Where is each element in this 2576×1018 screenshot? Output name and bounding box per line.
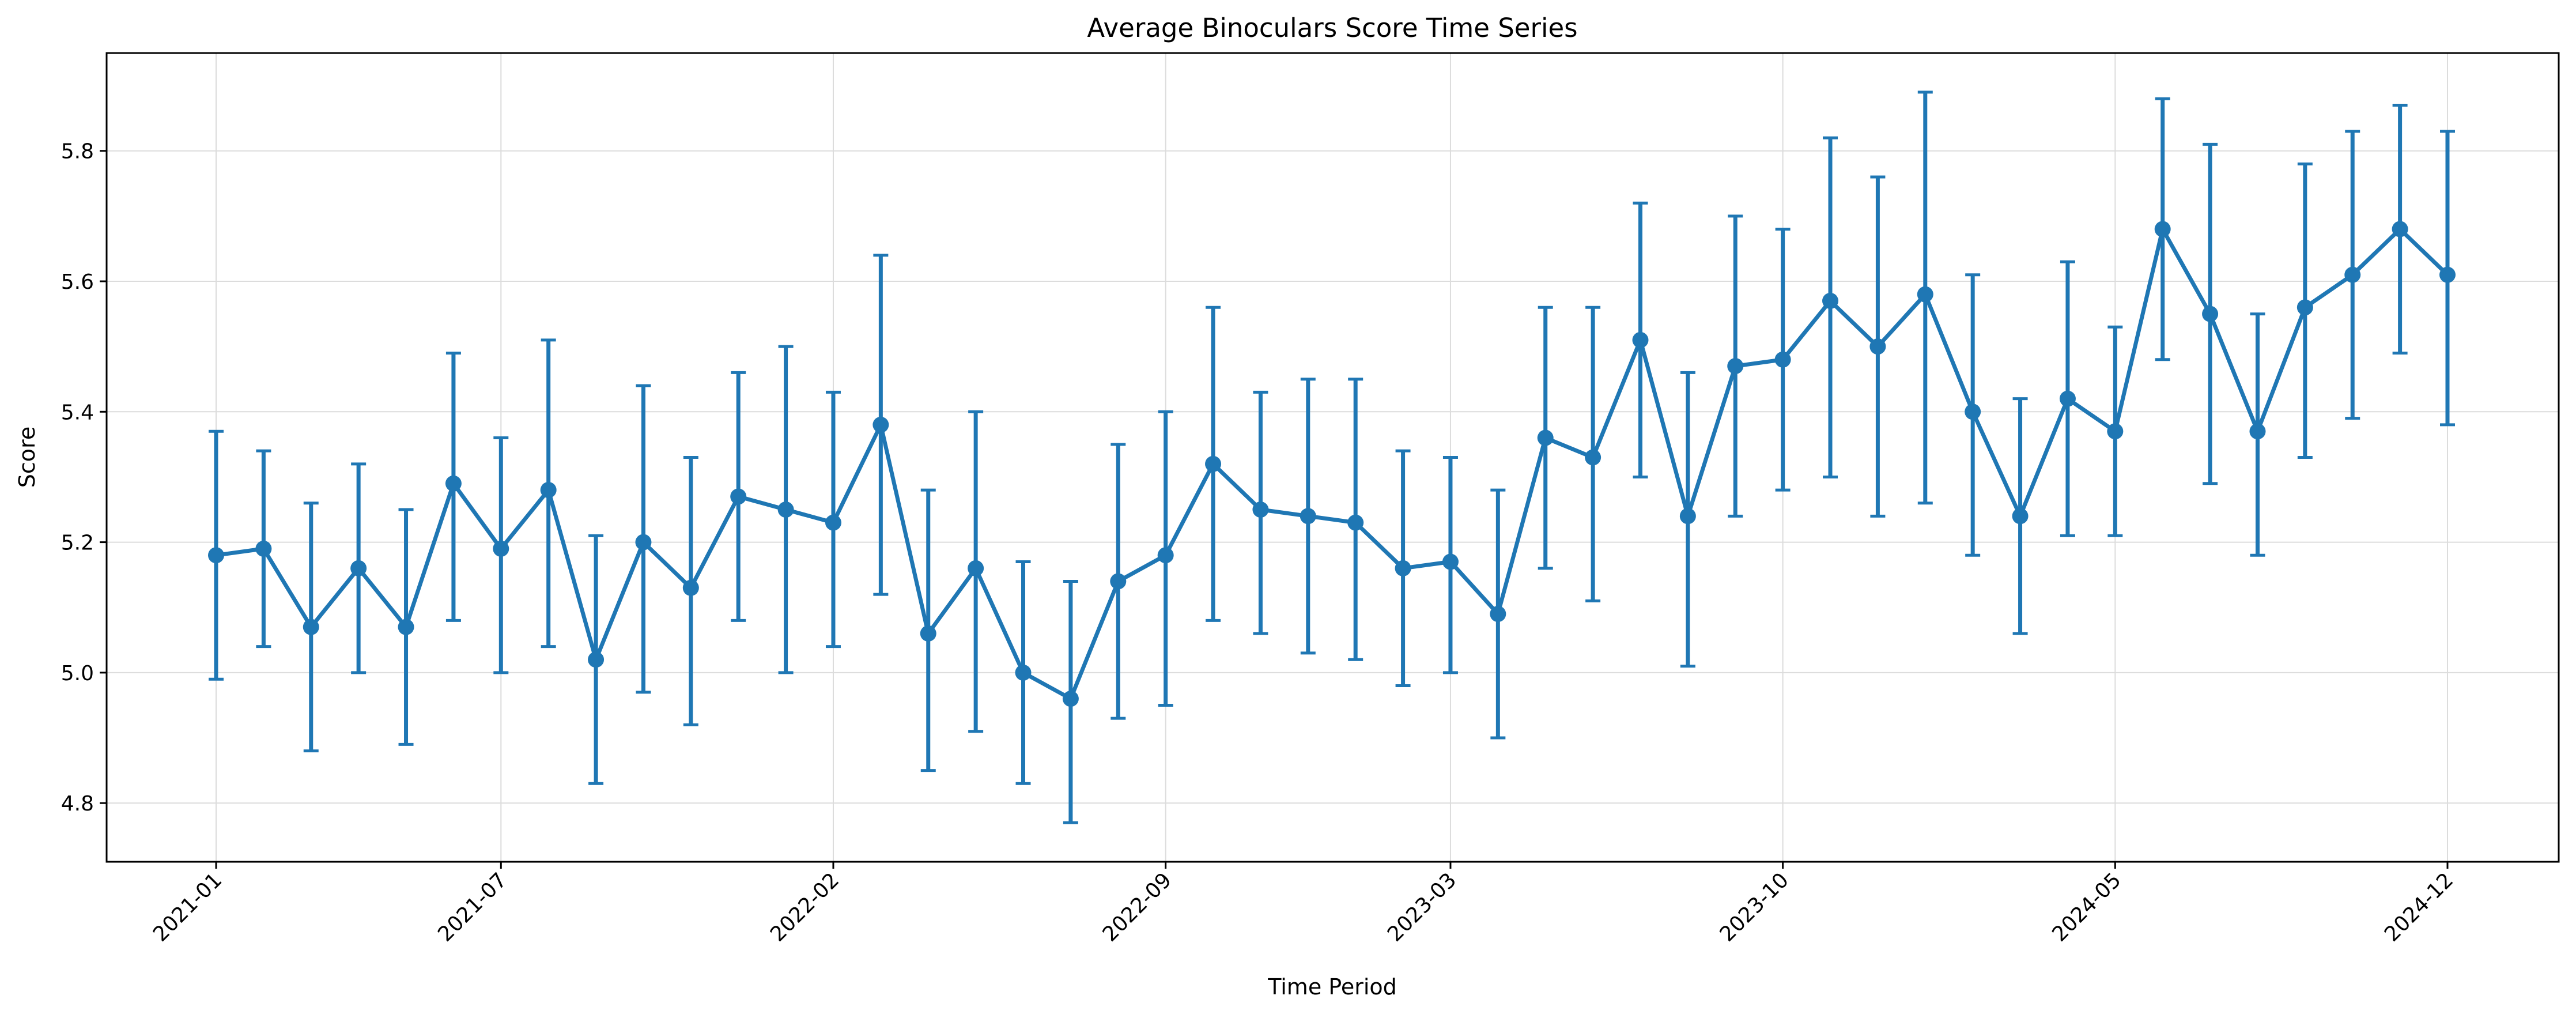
y-tick-label: 5.6	[61, 270, 94, 294]
y-tick-label: 5.0	[61, 662, 94, 685]
data-point	[445, 475, 462, 492]
data-point	[777, 502, 794, 518]
data-points	[208, 221, 2456, 707]
data-point	[255, 540, 272, 557]
data-point	[2154, 221, 2171, 237]
data-point	[1347, 514, 1364, 531]
data-point	[540, 482, 557, 499]
plot-frame	[105, 52, 2560, 863]
data-point	[730, 488, 747, 505]
data-point	[1537, 429, 1554, 446]
data-point	[1727, 358, 1744, 375]
data-point	[1015, 664, 1032, 681]
data-point	[968, 560, 984, 576]
data-point	[1917, 286, 1933, 303]
y-tick-label: 5.8	[61, 140, 94, 164]
data-point	[1395, 560, 1411, 576]
data-point	[1869, 338, 1886, 355]
y-tick-label: 4.8	[61, 792, 94, 816]
data-point	[872, 416, 889, 433]
series-line	[216, 227, 2449, 701]
data-point	[1205, 455, 1222, 472]
data-point	[1442, 553, 1459, 570]
data-point	[635, 534, 652, 551]
data-point	[350, 560, 367, 576]
y-tick-label: 5.2	[61, 531, 94, 555]
data-point	[1062, 691, 1079, 707]
data-point	[2107, 423, 2124, 440]
y-axis-label: Score	[14, 427, 40, 488]
data-point	[208, 547, 224, 564]
data-point	[1965, 404, 1981, 420]
data-point	[920, 625, 936, 642]
data-point	[2439, 266, 2456, 283]
data-point	[2297, 299, 2313, 316]
x-axis-label: Time Period	[1267, 974, 1397, 1000]
data-point	[1252, 502, 1269, 518]
data-point	[1110, 573, 1127, 590]
data-point	[2392, 221, 2408, 237]
data-point	[1585, 449, 1601, 466]
data-point	[493, 540, 509, 557]
data-point	[1822, 292, 1839, 309]
data-point	[588, 651, 605, 668]
data-point	[825, 514, 841, 531]
data-point	[2012, 508, 2029, 525]
data-point	[1632, 331, 1649, 348]
data-point	[1774, 351, 1791, 368]
data-point	[303, 619, 319, 635]
data-point	[1679, 508, 1696, 525]
data-point	[2249, 423, 2266, 440]
data-point	[1157, 547, 1174, 564]
data-point	[682, 579, 699, 596]
data-point	[2344, 266, 2361, 283]
y-tick-label: 5.4	[61, 401, 94, 424]
data-point	[398, 619, 414, 635]
chart-title: Average Binoculars Score Time Series	[1087, 13, 1577, 43]
data-point	[1300, 508, 1316, 525]
data-point	[2059, 390, 2076, 407]
data-point	[1490, 606, 1506, 623]
data-point	[2202, 306, 2219, 322]
series-line-layer	[216, 227, 2449, 701]
